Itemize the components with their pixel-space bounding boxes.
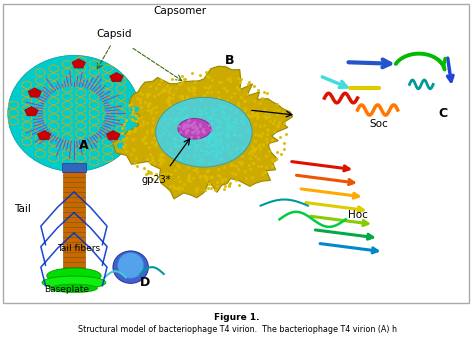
Text: A: A — [79, 139, 88, 152]
Ellipse shape — [113, 251, 148, 283]
Text: Soc: Soc — [369, 119, 388, 129]
Bar — [62, 163, 86, 172]
Circle shape — [156, 97, 252, 167]
Text: Baseplate: Baseplate — [45, 285, 90, 294]
Polygon shape — [113, 66, 292, 199]
Text: Structural model of bacteriophage T4 virion.  The bacteriophage T4 virion (A) h: Structural model of bacteriophage T4 vir… — [78, 325, 396, 334]
Text: Capsomer: Capsomer — [154, 7, 207, 16]
Ellipse shape — [42, 276, 106, 289]
Text: gp23*: gp23* — [142, 176, 172, 186]
Ellipse shape — [178, 119, 211, 139]
Text: B: B — [225, 54, 235, 67]
Text: Tail fibers: Tail fibers — [57, 244, 100, 253]
Text: Tail: Tail — [15, 204, 31, 214]
Text: Capsid: Capsid — [96, 28, 132, 38]
Text: C: C — [438, 107, 447, 120]
Ellipse shape — [47, 268, 101, 283]
Ellipse shape — [118, 253, 144, 278]
Ellipse shape — [50, 284, 98, 293]
Text: Figure 1.: Figure 1. — [214, 312, 260, 321]
Text: D: D — [140, 276, 150, 289]
Text: Hoc: Hoc — [347, 210, 367, 220]
Bar — [3, 4, 469, 303]
Bar — [63, 170, 85, 279]
Ellipse shape — [8, 55, 140, 172]
